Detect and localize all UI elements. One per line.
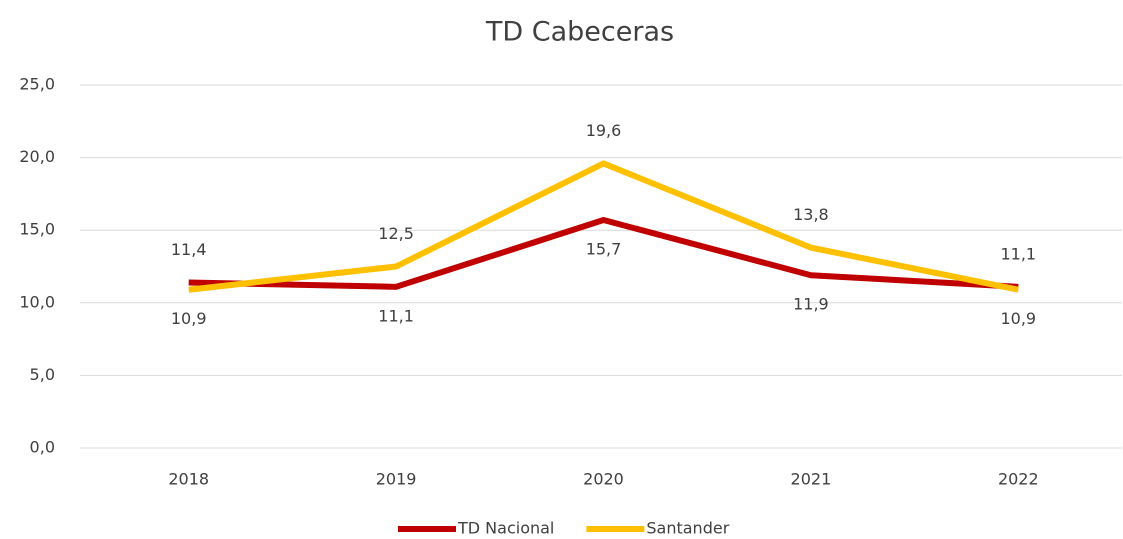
data-label: 19,6 — [586, 121, 622, 140]
data-label: 11,1 — [1000, 244, 1036, 263]
data-label: 11,4 — [171, 240, 207, 259]
x-tick-label: 2018 — [168, 470, 209, 489]
legend: TD Nacional Santander — [398, 519, 730, 538]
series-line — [188, 160, 1019, 293]
series-line — [188, 217, 1019, 290]
y-tick-label: 25,0 — [19, 75, 55, 94]
x-tick-label: 2021 — [791, 470, 832, 489]
chart-title: TD Cabeceras — [485, 17, 674, 48]
data-label: 15,7 — [586, 240, 622, 259]
legend-label: TD Nacional — [457, 519, 554, 538]
data-label: 11,9 — [793, 295, 829, 314]
x-tick-label: 2022 — [998, 470, 1039, 489]
data-label: 10,9 — [1000, 309, 1036, 328]
legend-label: Santander — [646, 519, 729, 538]
data-label: 10,9 — [171, 309, 207, 328]
data-label: 13,8 — [793, 205, 829, 224]
y-tick-label: 10,0 — [19, 292, 55, 311]
x-tick-label: 2020 — [583, 470, 624, 489]
y-tick-label: 15,0 — [19, 220, 55, 239]
y-tick-label: 5,0 — [30, 365, 55, 384]
x-tick-label: 2019 — [376, 470, 417, 489]
y-tick-label: 0,0 — [30, 438, 55, 457]
data-label: 11,1 — [378, 306, 414, 325]
data-label: 12,5 — [378, 224, 414, 243]
y-tick-label: 20,0 — [19, 147, 55, 166]
